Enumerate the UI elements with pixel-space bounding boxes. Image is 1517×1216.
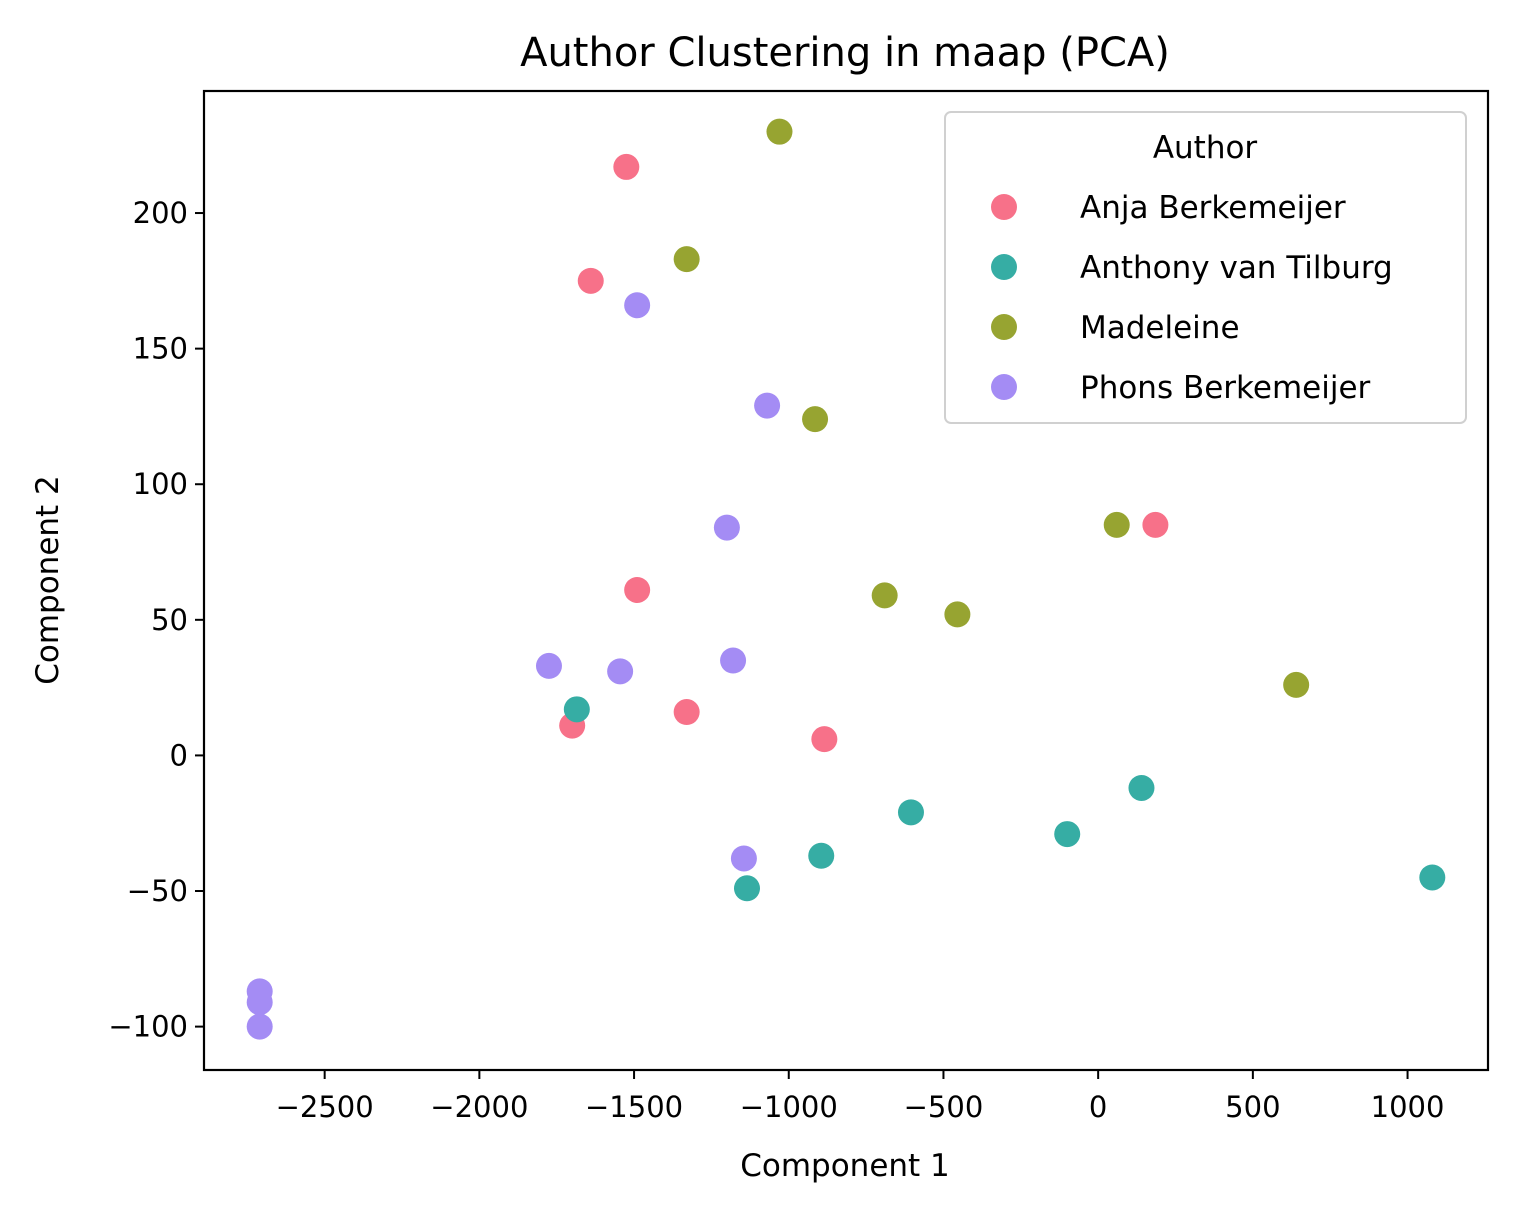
data-point bbox=[811, 726, 838, 753]
legend-label: Anja Berkemeijer bbox=[1080, 190, 1346, 226]
x-tick-label: −2000 bbox=[430, 1090, 528, 1124]
y-axis-label: Component 2 bbox=[30, 475, 66, 685]
y-tick-label: 0 bbox=[170, 738, 188, 772]
x-tick-label: −500 bbox=[904, 1090, 984, 1124]
plot-area bbox=[246, 118, 1446, 1040]
data-point bbox=[563, 696, 590, 723]
legend-label: Phons Berkemeijer bbox=[1080, 370, 1371, 406]
legend-label: Anthony van Tilburg bbox=[1080, 250, 1393, 286]
data-point bbox=[1283, 671, 1310, 698]
data-point bbox=[944, 601, 971, 628]
data-point bbox=[535, 652, 562, 679]
legend-title: Author bbox=[1153, 130, 1258, 166]
y-tick-label: 100 bbox=[133, 467, 188, 501]
data-point bbox=[673, 699, 700, 726]
data-point bbox=[613, 153, 640, 180]
data-point bbox=[897, 799, 924, 826]
y-tick-label: 50 bbox=[151, 603, 188, 637]
data-point bbox=[1419, 864, 1446, 891]
legend-marker bbox=[991, 314, 1017, 340]
data-point bbox=[1054, 821, 1081, 848]
x-tick-label: 0 bbox=[1089, 1090, 1107, 1124]
data-point bbox=[607, 658, 634, 685]
x-axis: −2500 −2000 −1500 −1000 −500 0 500 1000 bbox=[276, 1070, 1445, 1124]
x-axis-label: Component 1 bbox=[740, 1148, 950, 1184]
data-point bbox=[246, 989, 273, 1016]
data-point bbox=[1128, 774, 1155, 801]
legend-entries: Anja Berkemeijer Anthony van Tilburg Madel… bbox=[991, 190, 1393, 406]
data-point bbox=[624, 576, 651, 603]
data-point bbox=[802, 406, 829, 433]
data-point bbox=[766, 118, 793, 145]
y-tick-label: −50 bbox=[127, 874, 188, 908]
data-point bbox=[624, 292, 651, 319]
chart-title: Author Clustering in maap (PCA) bbox=[520, 30, 1170, 76]
legend-label: Madeleine bbox=[1080, 310, 1240, 346]
x-tick-label: −1500 bbox=[585, 1090, 683, 1124]
data-point bbox=[871, 582, 898, 609]
x-tick-label: 1000 bbox=[1371, 1090, 1445, 1124]
y-tick-label: 150 bbox=[133, 332, 188, 366]
data-point bbox=[754, 392, 781, 419]
y-tick-label: −100 bbox=[108, 1010, 188, 1044]
legend-box bbox=[944, 111, 1467, 424]
data-point bbox=[730, 845, 757, 872]
data-point bbox=[577, 267, 604, 294]
plot-frame bbox=[202, 89, 1490, 1072]
data-point bbox=[720, 647, 747, 674]
data-point bbox=[733, 875, 760, 902]
legend-marker bbox=[991, 374, 1017, 400]
data-point bbox=[1142, 511, 1169, 538]
data-point bbox=[713, 514, 740, 541]
x-tick-label: 500 bbox=[1225, 1090, 1280, 1124]
legend-marker bbox=[991, 254, 1017, 280]
y-axis: −100 −50 0 50 100 150 200 bbox=[108, 196, 204, 1044]
data-point bbox=[1103, 511, 1130, 538]
legend-marker bbox=[991, 194, 1017, 220]
data-point bbox=[808, 842, 835, 869]
x-tick-label: −2500 bbox=[276, 1090, 374, 1124]
data-point bbox=[673, 246, 700, 273]
y-tick-label: 200 bbox=[133, 196, 188, 230]
legend: Author Anja Berkemeijer Anthony van Tilbu… bbox=[944, 111, 1467, 424]
data-point bbox=[246, 1013, 273, 1040]
x-tick-label: −1000 bbox=[740, 1090, 838, 1124]
